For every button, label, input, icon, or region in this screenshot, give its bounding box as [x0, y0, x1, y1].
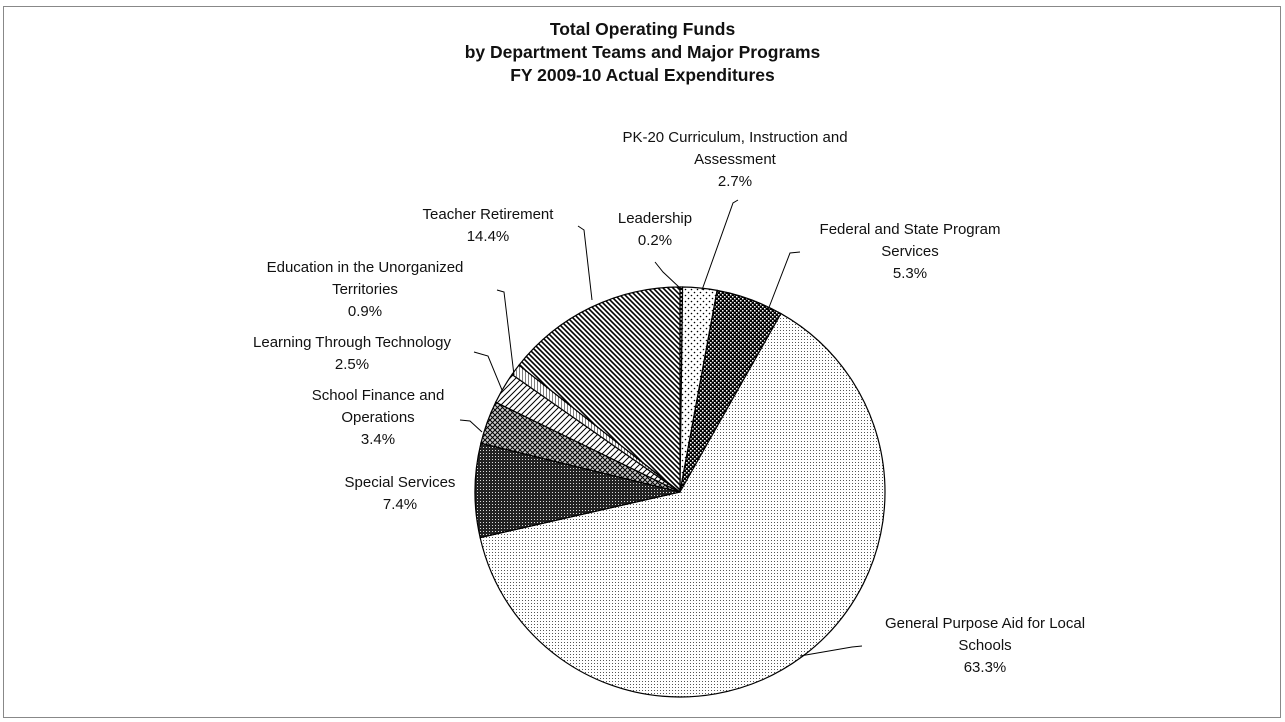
category-label: Leadership [617, 210, 693, 227]
category-label: Learning Through Technology [253, 334, 451, 351]
slice-label: PK-20 Curriculum, Instruction and Assess… [610, 127, 860, 193]
leader-line [577, 225, 593, 301]
slice-label: Special Services 7.4% [315, 472, 485, 516]
value-label: 2.5% [334, 356, 370, 373]
slice-label: Leadership 0.2% [600, 208, 710, 252]
value-label: 14.4% [466, 228, 510, 245]
leader-line [473, 351, 503, 391]
slice-label: Education in the Unorganized Territories… [233, 257, 498, 323]
category-label: School Finance and Operations [311, 387, 445, 426]
title-line: by Department Teams and Major Programs [464, 42, 821, 62]
slice-label: Federal and State Program Services 5.3% [790, 219, 1030, 285]
slice-label: General Purpose Aid for Local Schools 63.… [858, 613, 1113, 679]
value-label: 0.9% [347, 303, 383, 320]
category-label: Special Services [344, 474, 456, 491]
value-label: 63.3% [963, 659, 1007, 676]
category-label: General Purpose Aid for Local Schools [884, 615, 1086, 654]
leader-line [701, 199, 739, 291]
value-label: 2.7% [717, 173, 753, 190]
value-label: 5.3% [892, 265, 928, 282]
chart-title: Total Operating Funds by Department Teams… [0, 18, 1285, 87]
pie-slice [479, 312, 886, 698]
leader-line [496, 289, 515, 376]
title-line: Total Operating Funds [549, 19, 736, 39]
slice-label: Teacher Retirement 14.4% [401, 204, 576, 248]
slice-label: Learning Through Technology 2.5% [215, 332, 490, 376]
frame [3, 6, 1281, 718]
leader-line [799, 645, 863, 657]
category-label: Federal and State Program Services [819, 221, 1001, 260]
value-label: 7.4% [382, 496, 418, 513]
leader-line [459, 419, 483, 433]
pie-slice [518, 286, 681, 494]
leader-line [767, 251, 801, 311]
value-label: 0.2% [637, 232, 673, 249]
category-label: PK-20 Curriculum, Instruction and Assess… [622, 129, 848, 168]
category-label: Teacher Retirement [422, 206, 554, 223]
category-label: Education in the Unorganized Territories [266, 259, 464, 298]
title-line: FY 2009-10 Actual Expenditures [510, 65, 775, 85]
leader-line [654, 261, 681, 289]
value-label: 3.4% [360, 431, 396, 448]
slice-label: School Finance and Operations 3.4% [291, 385, 466, 451]
